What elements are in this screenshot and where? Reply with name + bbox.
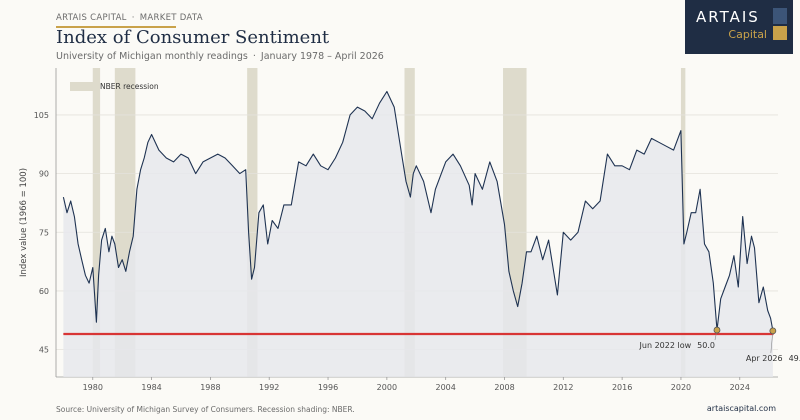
y-axis-label: Index value (1966 = 100) <box>19 168 29 277</box>
x-tick-label: 2004 <box>435 383 455 392</box>
x-tick-label: 1980 <box>83 383 103 392</box>
x-tick-label: 1988 <box>200 383 220 392</box>
brand-rule <box>56 26 176 28</box>
x-tick-label: 2020 <box>671 383 691 392</box>
x-tick-label: 1984 <box>141 383 161 392</box>
annotation-marker <box>713 326 721 334</box>
series-area <box>63 91 773 377</box>
brand-logo: ARTAIS Capital <box>685 0 793 54</box>
annotation-date: Jun 2022 low <box>639 341 692 350</box>
annotation-label: Jun 2022 low 50.0 <box>639 341 715 350</box>
x-tick-label: 2012 <box>553 383 573 392</box>
brand-name: ARTAIS CAPITAL <box>56 13 127 23</box>
x-tick-label: 1992 <box>259 383 279 392</box>
source-note: Source: University of Michigan Survey of… <box>56 405 355 414</box>
subtitle-source: University of Michigan monthly readings <box>56 51 248 62</box>
logo-square-navy <box>773 8 787 24</box>
subtitle-range: January 1978 – April 2026 <box>260 51 384 62</box>
annotation-marker <box>769 327 777 335</box>
series-line <box>62 90 774 331</box>
section-name: MARKET DATA <box>139 13 203 23</box>
brand-row: ARTAIS CAPITAL · MARKET DATA <box>56 13 203 23</box>
x-tick-label: 2000 <box>377 383 397 392</box>
logo-name: ARTAIS <box>696 8 760 26</box>
x-tick-label: 2024 <box>730 383 750 392</box>
recession-band <box>92 68 101 377</box>
logo-square-gold <box>773 26 787 40</box>
x-tick-label: 2008 <box>494 383 514 392</box>
x-tick-label: 2016 <box>612 383 632 392</box>
annotation-label: Apr 2026 49.8 <box>746 354 800 363</box>
brand-separator: · <box>131 13 135 23</box>
page-subtitle: University of Michigan monthly readings ·… <box>56 51 384 62</box>
x-tick-label: 1996 <box>318 383 338 392</box>
y-tick-label: 105 <box>34 111 49 120</box>
annotation-value: 49.8 <box>789 354 800 363</box>
y-tick-label: 75 <box>39 228 49 237</box>
legend-swatch <box>70 82 94 91</box>
annotation-value: 50.0 <box>697 341 715 350</box>
y-tick-label: 60 <box>39 287 49 296</box>
recession-band <box>247 68 258 377</box>
y-tick-label: 45 <box>39 346 49 355</box>
site-link[interactable]: artaiscapital.com <box>706 404 776 413</box>
subtitle-separator: · <box>252 51 256 62</box>
page-title: Index of Consumer Sentiment <box>56 27 330 48</box>
logo-sub: Capital <box>728 28 767 41</box>
annotation-leader <box>770 330 774 353</box>
y-tick-label: 90 <box>39 170 49 179</box>
annotation-date: Apr 2026 <box>746 354 783 363</box>
legend-label: NBER recession <box>100 82 159 91</box>
